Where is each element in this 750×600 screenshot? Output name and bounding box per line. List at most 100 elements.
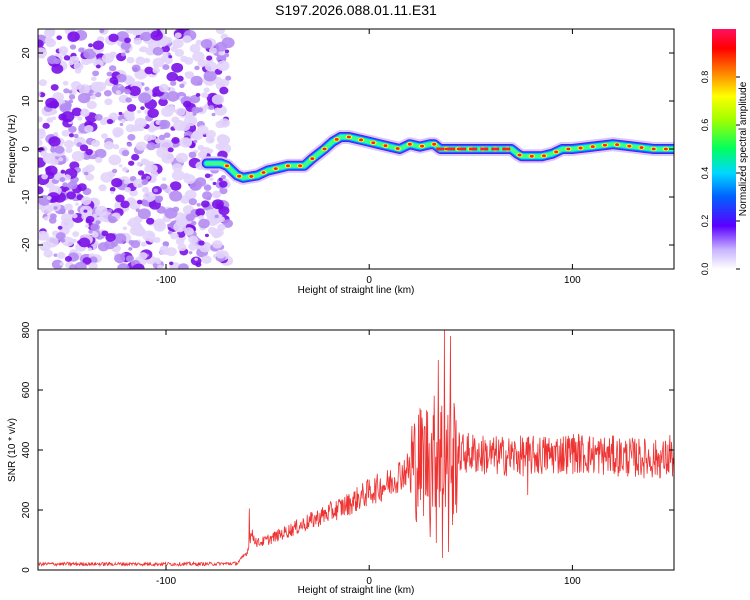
noise-blob (121, 149, 130, 157)
noise-blob (195, 39, 203, 46)
noise-blob (182, 35, 192, 44)
noise-blob (62, 182, 68, 188)
noise-blob (188, 115, 194, 120)
noise-blob (45, 236, 59, 248)
signal-peak (663, 147, 668, 151)
snr-y-tick-label: 400 (21, 441, 32, 458)
noise-blob (120, 52, 126, 57)
noise-blob (62, 80, 69, 86)
noise-blob (61, 129, 70, 137)
noise-blob (222, 219, 234, 228)
noise-blob (114, 253, 126, 264)
noise-blob (126, 56, 135, 64)
noise-blob (175, 152, 188, 163)
noise-blob (133, 226, 146, 237)
noise-blob (91, 231, 99, 238)
noise-blob (107, 209, 113, 213)
noise-blob (62, 236, 74, 247)
noise-blob (176, 217, 188, 228)
noise-blob (38, 186, 44, 195)
noise-blob (60, 169, 66, 174)
noise-blob (78, 84, 91, 95)
noise-blob (203, 70, 217, 82)
noise-blob (206, 55, 213, 61)
noise-blob (197, 59, 207, 67)
noise-blob (154, 257, 161, 262)
snr-x-tick-label: 100 (564, 576, 581, 587)
noise-blob (83, 171, 89, 176)
noise-blob (137, 170, 145, 176)
noise-blob (175, 237, 185, 246)
noise-blob (140, 31, 152, 42)
noise-blob (71, 213, 78, 219)
noise-blob (172, 38, 184, 49)
noise-blob (101, 133, 108, 139)
noise-blob (190, 256, 202, 266)
noise-blob (194, 257, 198, 261)
noise-blob (53, 253, 58, 257)
noise-blob (168, 55, 173, 59)
noise-blob (40, 150, 48, 157)
noise-blob (143, 57, 151, 64)
noise-blob (188, 151, 197, 159)
noise-blob (106, 118, 114, 125)
noise-blob (51, 259, 64, 269)
noise-blob (95, 64, 101, 69)
noise-blob (69, 55, 80, 65)
noise-blob (125, 255, 134, 263)
noise-blob (215, 29, 226, 35)
colorbar-tick-label: 0.8 (700, 71, 710, 84)
snr-line (38, 330, 674, 568)
noise-blob (195, 208, 206, 217)
noise-blob (171, 62, 184, 73)
noise-blob (103, 89, 112, 97)
noise-blob (50, 147, 57, 153)
snr-x-tick-label: -100 (156, 576, 176, 587)
noise-blob (193, 131, 204, 141)
noise-blob (43, 249, 53, 258)
noise-blob (172, 163, 183, 172)
noise-blob (136, 199, 143, 205)
noise-blob (90, 81, 103, 92)
noise-blob (185, 213, 195, 222)
signal-peak (224, 164, 229, 168)
noise-blob (95, 220, 101, 225)
snr-panel: 0 200 400 600 800 -100 0 100 Height of straigh… (7, 321, 675, 596)
noise-blob (113, 131, 122, 138)
noise-blob (87, 247, 93, 252)
noise-blob (127, 77, 136, 85)
noise-blob (119, 122, 124, 126)
noise-blob (124, 37, 131, 44)
noise-blob (74, 68, 82, 74)
noise-blob (217, 134, 231, 146)
noise-blob (204, 173, 211, 179)
noise-blob (186, 196, 190, 201)
noise-blob (152, 46, 164, 56)
noise-blob (55, 232, 66, 241)
noise-blob (175, 107, 186, 117)
noise-blob (194, 65, 200, 71)
colorbar-tick-label: 0.4 (700, 167, 710, 180)
noise-blob (118, 111, 123, 116)
noise-blob (211, 190, 222, 199)
noise-blob (225, 75, 232, 81)
signal-peak (407, 142, 412, 146)
noise-blob (211, 94, 225, 105)
spectrogram-y-tick-label: 0 (21, 146, 32, 152)
noise-blob (184, 72, 189, 76)
noise-blob (212, 181, 217, 186)
signal-peak (602, 143, 607, 147)
noise-blob (83, 209, 88, 213)
noise-blob (215, 250, 226, 259)
snr-series (38, 330, 674, 568)
noise-blob (166, 91, 180, 102)
noise-blob (160, 183, 168, 190)
noise-blob (190, 94, 201, 104)
noise-blob (158, 134, 166, 141)
noise-blob (124, 186, 131, 193)
noise-blob (64, 140, 74, 149)
noise-blob (50, 158, 59, 166)
noise-blob (136, 109, 142, 114)
noise-blob (212, 240, 223, 249)
noise-blob (51, 63, 64, 74)
